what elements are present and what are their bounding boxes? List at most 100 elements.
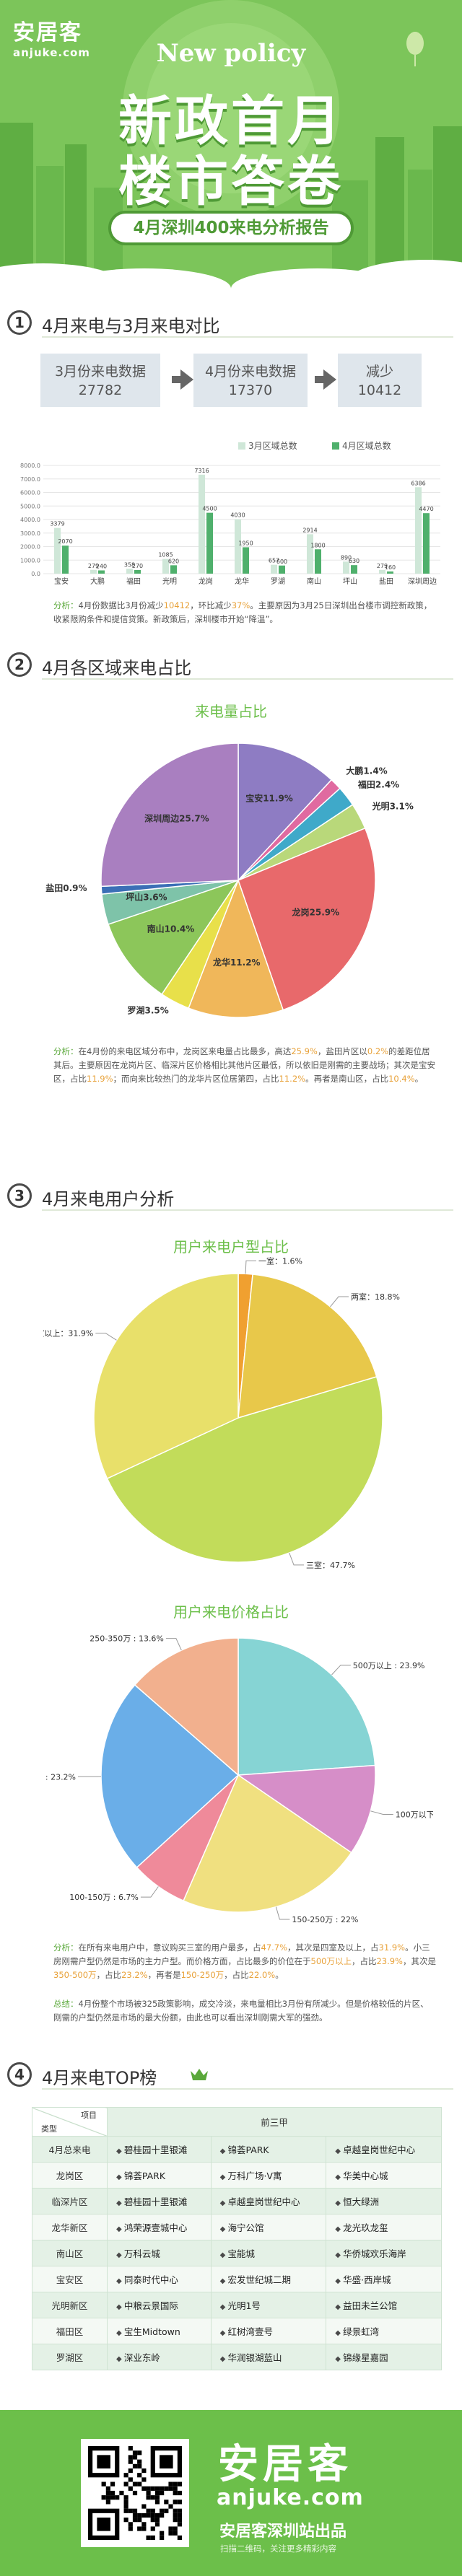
project-cell: 同泰时代中心: [107, 2266, 212, 2292]
project-cell: 宝能城: [210, 2240, 327, 2266]
project-cell: 碧桂园十里银滩: [107, 2188, 212, 2214]
analysis-text-part: ，再者是: [147, 1970, 181, 1980]
footer-qr-hint: 扫描二维码，关注更多精彩内容: [220, 2544, 336, 2554]
y-tick-label: 7000.0: [20, 476, 40, 483]
bar-value-label: 358: [124, 561, 135, 568]
pie-slice-label: 500万以上 : 23.9%: [353, 1661, 425, 1670]
pie-slice: [237, 827, 376, 1011]
bar-chart-calls-by-region: 3月区域总数 4月区域总数 0.0 1000.0 2000.0 3000.0 4000.0 5…: [20, 440, 440, 586]
x-tick-label: 南山: [307, 577, 321, 586]
section2-analysis: 分析：在4月份的来电区域分布中，龙岗区来电量占比最多，高达25.9%，盐田片区以…: [53, 1045, 436, 1086]
pie-slice-label: 100-150万 : 6.7%: [69, 1893, 139, 1902]
section-number: 4: [7, 2062, 32, 2087]
pie-slice: [237, 1637, 376, 1776]
project-cell: 万科广场·V寓: [210, 2162, 327, 2189]
project-cell: 宝生Midtown: [107, 2318, 212, 2344]
table-row: 光明新区中粮云景国际光明1号益田未兰公馆: [32, 2292, 442, 2318]
crown-icon: [191, 2069, 208, 2080]
project-cell: 锦缘星嘉园: [326, 2344, 442, 2370]
bar-value-label: 1085: [158, 552, 173, 558]
pie-slice: [100, 742, 239, 888]
bar: [90, 569, 97, 574]
analysis-text-part: ，其次是: [403, 1956, 436, 1966]
bar-value-label: 600: [276, 558, 287, 565]
bar: [243, 547, 249, 574]
bar-value-label: 1800: [310, 542, 325, 548]
top-projects-table: 项目 类型 前三甲 4月总来电碧桂园十里银滩锦荟PARK卓越皇岗世纪中心龙岗区锦…: [32, 2107, 442, 2370]
table-header-row: 项目 类型 前三甲: [32, 2107, 442, 2137]
leader-line: [95, 1333, 117, 1341]
pie-slice-label: 大鹏1.4%: [346, 765, 387, 776]
analysis-text-part: ，占比: [96, 1970, 122, 1980]
project-cell: 龙光玖龙玺: [326, 2214, 442, 2240]
bar-value-label: 4030: [230, 512, 245, 518]
section1-analysis: 分析：4月份数据比3月份减少10412，环比减少37%。主要原因为3月25日深圳…: [53, 599, 436, 626]
bar: [199, 474, 205, 574]
pie-slice-label: 南山10.4%: [147, 924, 195, 934]
x-tick-label: 福田: [126, 577, 141, 586]
pie-chart-title: 用户来电价格占比: [173, 1603, 289, 1621]
column-header-top3: 前三甲: [107, 2107, 442, 2137]
bar-value-label: 630: [349, 558, 359, 564]
header-banner: 安居客 anjuke.com New policy 新政首月 楼市答卷 4月深圳…: [0, 0, 462, 289]
table-row: 福田区宝生Midtown红树湾壹号绿景虹湾: [32, 2318, 442, 2344]
section-title: 4月来电与3月来电对比: [42, 316, 220, 336]
project-cell: 红树湾壹号: [210, 2318, 327, 2344]
pie-slice-label: 罗湖3.5%: [128, 1004, 169, 1015]
main-title-line1: 新政首月: [118, 90, 344, 152]
project-cell: 万科云城: [107, 2240, 212, 2266]
leader-line: [165, 1638, 182, 1651]
table-row: 南山区万科云城宝能城华侨城欢乐海岸: [32, 2240, 442, 2266]
project-cell: 鸿荣源壹城中心: [107, 2214, 212, 2240]
y-tick-label: 0.0: [31, 571, 40, 577]
table-row: 宝安区同泰时代中心宏发世纪城二期华盛·西岸城: [32, 2266, 442, 2292]
x-tick-label: 大鹏: [90, 577, 105, 586]
flow-arrow-icon: [172, 369, 193, 390]
y-tick-label: 1000.0: [20, 557, 40, 564]
bar: [387, 571, 393, 574]
project-cell: 海宁公馆: [210, 2214, 327, 2240]
qr-code-icon[interactable]: [81, 2439, 189, 2547]
region-cell: 4月总来电: [32, 2136, 108, 2163]
bar: [307, 534, 313, 574]
pie-chart-title: 用户来电户型占比: [173, 1238, 289, 1256]
bar: [379, 569, 385, 574]
flow-value: 10412: [357, 382, 402, 398]
pie-slice-label: 福田2.4%: [357, 779, 399, 789]
bar-value-label: 270: [132, 563, 143, 569]
section-divider: [42, 2088, 453, 2090]
analysis-text-part: 23.9%: [376, 1956, 403, 1966]
project-cell: 华美中心城: [326, 2162, 442, 2189]
y-tick-label: 8000.0: [20, 463, 40, 469]
section-divider: [42, 678, 453, 680]
x-tick-label: 宝安: [54, 577, 69, 586]
pie-slice-label: 光明3.1%: [372, 801, 414, 812]
analysis-text-part: ；而向来比较热门的龙华片区位居第四，占比: [113, 1074, 279, 1084]
analysis-text-part: 。: [275, 1970, 284, 1980]
analysis-text-part: 350-500万: [53, 1970, 97, 1980]
flow-label: 减少: [365, 364, 393, 380]
y-tick-label: 4000.0: [20, 517, 40, 523]
section3-summary: 总结：4月份整个市场被325政策影响，成交冷淡，来电量相比3月份有所减少。但是价…: [53, 1997, 436, 2025]
flow-box-march: 3月份来电数据 27782: [40, 354, 160, 407]
analysis-text-part: 在所有来电用户中，意议购买三室的用户最多，占: [78, 1942, 261, 1953]
x-tick-label: 龙岗: [199, 577, 213, 586]
bar: [423, 513, 430, 574]
flow-value: 27782: [78, 382, 123, 398]
x-tick-label: 盐田: [379, 577, 393, 586]
analysis-text-part: 4月份整个市场被325政策影响，成交冷淡，来电量相比3月份有所减少。但是价格较低…: [53, 1999, 429, 2023]
footer-brand-cn: 安居客: [218, 2441, 352, 2488]
logo-en: anjuke.com: [13, 46, 90, 59]
region-cell: 罗湖区: [32, 2344, 108, 2370]
bar-value-label: 2070: [58, 538, 72, 545]
x-tick-label: 罗湖: [271, 577, 285, 586]
flow-label: 4月份来电数据: [204, 364, 297, 380]
analysis-text-part: ，其次是四室及以上，占: [287, 1942, 379, 1953]
section-title: 4月各区域来电占比: [42, 658, 192, 678]
analysis-text-part: 0.2%: [367, 1046, 389, 1056]
project-cell: 华侨城欢乐海岸: [326, 2240, 442, 2266]
corner-label-project: 项目: [81, 2111, 97, 2120]
bar: [126, 569, 133, 574]
pie-slice-label: 深圳周边25.7%: [144, 813, 209, 824]
pie-slice: [134, 1637, 239, 1777]
